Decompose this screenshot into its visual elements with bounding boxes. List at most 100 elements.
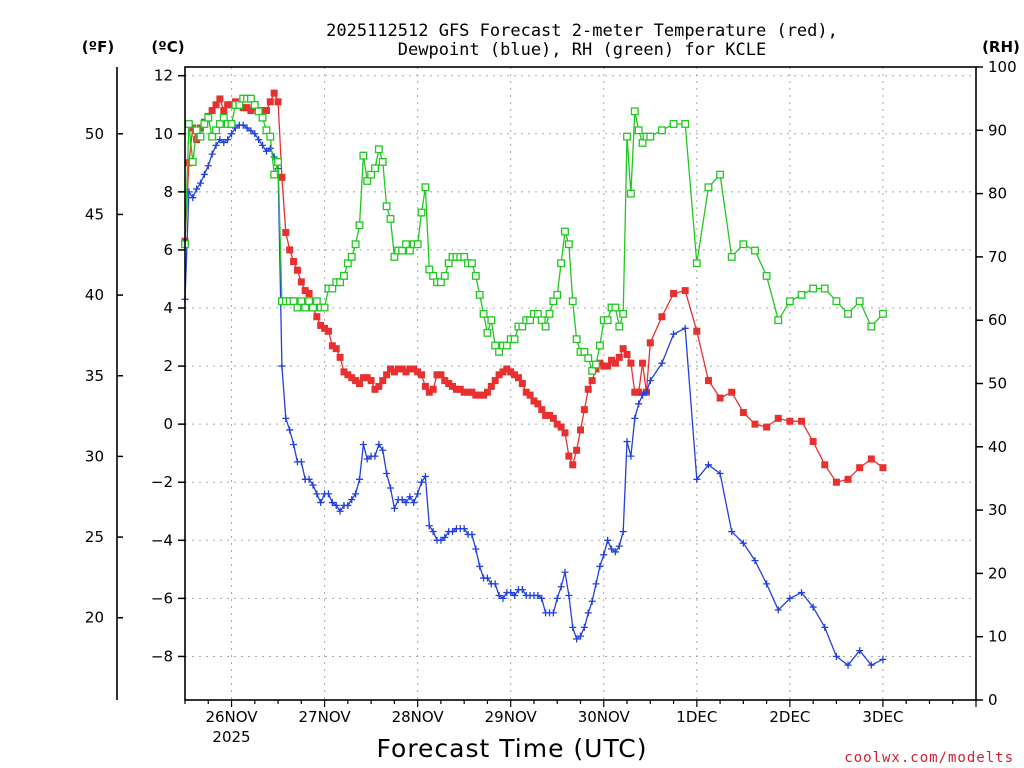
rh-point [615, 322, 624, 331]
temperature-point [623, 350, 631, 358]
temperature-point [615, 353, 623, 361]
rh-point [297, 297, 306, 306]
rh-point [727, 252, 736, 261]
fahrenheit-tick-label: 40 [85, 286, 104, 304]
temperature-point [387, 365, 395, 373]
rh-point [405, 246, 414, 255]
celsius-tick-label: 8 [163, 183, 173, 201]
dewpoint-point [305, 475, 313, 483]
rh-point [592, 360, 600, 369]
dewpoint-point [278, 362, 286, 370]
dewpoint-point [611, 548, 619, 556]
time-tick-label: 27NOV [299, 708, 352, 726]
temperature-point [561, 429, 569, 437]
dewpoint-point [728, 528, 736, 536]
temperature-point [600, 362, 608, 370]
rh-point [413, 240, 422, 249]
dewpoint-point [355, 475, 363, 483]
dewpoint-point [449, 528, 457, 536]
rh-point [820, 284, 829, 293]
temperature-point [332, 345, 340, 353]
temperature-point [832, 478, 840, 486]
dewpoint-point [615, 542, 623, 550]
rh-point [630, 107, 639, 116]
temperature-point [480, 391, 488, 399]
dewpoint-point [538, 594, 546, 602]
rh-point [751, 246, 759, 255]
rh-point [421, 183, 430, 192]
rh-point [460, 252, 469, 261]
rh-point [580, 347, 589, 356]
rh-point [619, 309, 628, 318]
rh-point [258, 113, 267, 122]
dewpoint-point [495, 591, 503, 599]
rh-point [204, 113, 213, 122]
dewpoint-point [359, 440, 367, 448]
rh-point [809, 284, 818, 293]
temperature-line [184, 91, 884, 483]
rh-tick-label: 30 [988, 501, 1007, 519]
dewpoint-point [297, 458, 305, 466]
dewpoint-point [421, 472, 429, 480]
dewpoint-point [204, 162, 212, 170]
dewpoint-series [181, 121, 887, 669]
celsius-axis: 12 10 8 6 4 2 0 −2 −4 −6 −8 [151, 67, 185, 665]
time-tick-year: 2025 [212, 728, 250, 746]
temperature-point [704, 377, 712, 385]
temperature-point [468, 388, 476, 396]
dewpoint-point [379, 446, 387, 454]
temperature-point [410, 365, 418, 373]
dewpoint-point [565, 591, 573, 599]
temperature-point [348, 374, 356, 382]
rh-point [402, 240, 410, 249]
rh-point [425, 265, 434, 274]
rh-point [561, 227, 569, 236]
temperature-point [270, 89, 278, 97]
temperature-point [844, 475, 852, 483]
dewpoint-point [441, 533, 449, 541]
dewpoint-line [184, 124, 884, 667]
rh-point [192, 126, 201, 135]
temperature-point [406, 365, 414, 373]
temperature-point [464, 388, 472, 396]
temperature-point [728, 388, 736, 396]
rh-point [634, 126, 643, 135]
rh-point [301, 303, 310, 312]
dewpoint-point [646, 377, 654, 385]
rh-point [502, 341, 511, 350]
rh-tick-label: 80 [988, 185, 1007, 203]
temperature-point [278, 173, 286, 181]
dewpoint-point [313, 490, 321, 498]
temperature-point [313, 313, 321, 321]
temperature-point [367, 377, 375, 385]
rh-point [762, 271, 771, 280]
rh-point [374, 145, 383, 154]
temperature-point [266, 98, 274, 106]
dewpoint-point [856, 647, 864, 655]
temperature-point [483, 388, 491, 396]
dewpoint-point [658, 359, 666, 367]
rh-point [371, 164, 379, 173]
dewpoint-point [642, 388, 650, 396]
temperature-point [608, 356, 616, 364]
rh-point [444, 259, 453, 268]
fahrenheit-unit-label: (ºF) [82, 38, 114, 56]
rh-point [188, 157, 197, 166]
rh-point [669, 120, 678, 128]
rh-point [382, 202, 391, 211]
dewpoint-point [317, 499, 325, 507]
temperature-point [514, 374, 522, 382]
rh-point [471, 271, 480, 280]
dewpoint-point [363, 455, 371, 463]
dewpoint-point [600, 551, 608, 559]
rh-point [309, 303, 317, 312]
celsius-tick-label: 4 [163, 299, 173, 317]
temperature-point [639, 359, 647, 367]
dewpoint-point [627, 452, 635, 460]
temperature-point [786, 417, 794, 425]
rh-point [553, 290, 562, 299]
temperature-point [274, 98, 282, 106]
rh-point [378, 157, 387, 166]
temperature-point [433, 371, 441, 379]
dewpoint-point [751, 557, 759, 565]
